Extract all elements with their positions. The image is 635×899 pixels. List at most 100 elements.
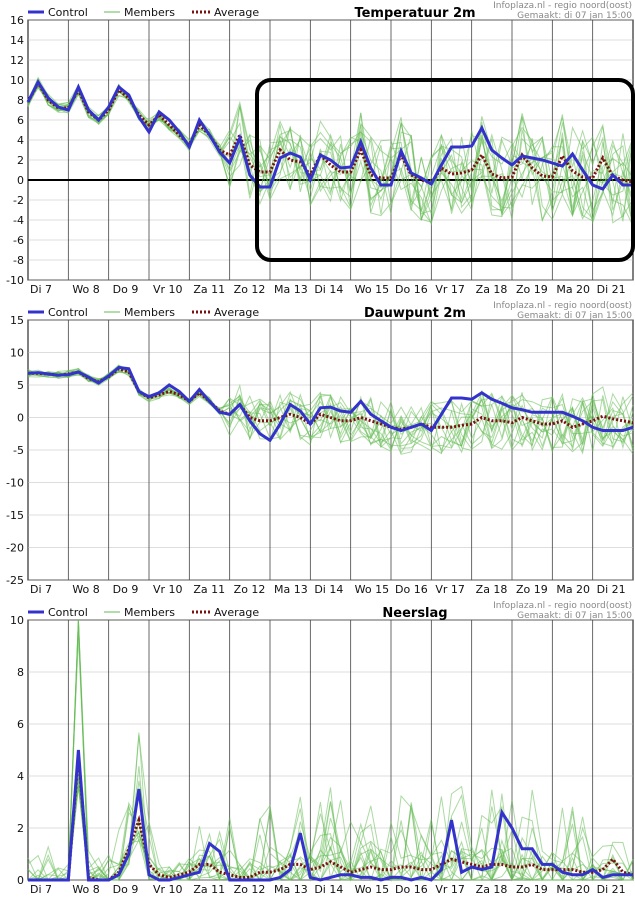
y-tick-label: -6 <box>13 234 24 247</box>
x-tick-label: Do 9 <box>113 583 139 596</box>
y-tick-label: 2 <box>17 822 24 835</box>
x-tick-label: Vr 10 <box>153 583 183 596</box>
y-tick-label: 6 <box>17 718 24 731</box>
x-tick-label: Do 16 <box>395 583 428 596</box>
x-tick-label: Vr 17 <box>435 883 465 896</box>
x-tick-label: Za 11 <box>193 283 225 296</box>
x-tick-label: Zo 12 <box>234 583 266 596</box>
legend-members-label: Members <box>124 606 175 619</box>
y-tick-label: 5 <box>17 379 24 392</box>
x-tick-label: Vr 17 <box>435 583 465 596</box>
y-tick-label: 14 <box>10 34 24 47</box>
y-tick-label: 6 <box>17 114 24 127</box>
x-tick-label: Ma 20 <box>556 883 590 896</box>
y-tick-label: -2 <box>13 194 24 207</box>
y-tick-label: 0 <box>17 174 24 187</box>
y-tick-label: 4 <box>17 134 24 147</box>
credit-source: Infoplaza.nl - regio noord(oost) <box>493 301 632 311</box>
x-tick-label: Di 7 <box>30 283 52 296</box>
y-tick-label: -8 <box>13 254 24 267</box>
x-tick-label: Ma 13 <box>274 583 308 596</box>
y-tick-label: -15 <box>6 509 24 522</box>
x-tick-label: Do 9 <box>113 283 139 296</box>
x-tick-label: Wo 8 <box>72 283 99 296</box>
x-tick-label: Do 16 <box>395 283 428 296</box>
legend-members-label: Members <box>124 6 175 19</box>
y-tick-label: 15 <box>10 314 24 327</box>
credit-timestamp: Gemaakt: di 07 jan 15:00 <box>517 311 632 321</box>
credit-source: Infoplaza.nl - regio noord(oost) <box>493 1 632 11</box>
average-line <box>26 79 634 185</box>
x-tick-label: Di 7 <box>30 583 52 596</box>
y-tick-label: -5 <box>13 444 24 457</box>
x-tick-label: Za 18 <box>476 583 508 596</box>
control-line <box>26 78 633 191</box>
x-tick-label: Di 21 <box>597 883 626 896</box>
control-line <box>28 749 633 882</box>
plot-area <box>27 619 634 881</box>
y-tick-label: -4 <box>13 214 24 227</box>
x-tick-label: Zo 19 <box>516 583 548 596</box>
x-tick-label: Zo 19 <box>516 883 548 896</box>
credit-source: Infoplaza.nl - regio noord(oost) <box>493 601 632 611</box>
y-tick-label: 10 <box>10 614 24 627</box>
member-line <box>28 619 634 882</box>
y-tick-label: 10 <box>10 74 24 87</box>
y-tick-label: 0 <box>17 874 24 887</box>
x-tick-label: Di 14 <box>314 283 343 296</box>
highlight-box <box>255 78 635 262</box>
legend-average-label: Average <box>214 606 259 619</box>
x-tick-label: Vr 10 <box>153 283 183 296</box>
y-tick-label: -10 <box>6 477 24 490</box>
legend-average-label: Average <box>214 6 259 19</box>
y-tick-label: 2 <box>17 154 24 167</box>
y-tick-label: 16 <box>10 14 24 27</box>
member-line <box>27 82 634 227</box>
member-line <box>27 369 634 449</box>
chart-title: Dauwpunt 2m <box>364 306 466 321</box>
legend-control-label: Control <box>48 306 88 319</box>
x-tick-label: Di 21 <box>597 583 626 596</box>
x-tick-label: Do 9 <box>113 883 139 896</box>
x-tick-label: Vr 17 <box>435 283 465 296</box>
x-tick-label: Di 7 <box>30 883 52 896</box>
x-tick-label: Vr 10 <box>153 883 183 896</box>
member-line <box>28 768 633 882</box>
y-tick-label: 8 <box>17 666 24 679</box>
x-tick-label: Ma 13 <box>274 883 308 896</box>
credit-timestamp: Gemaakt: di 07 jan 15:00 <box>517 11 632 21</box>
y-tick-label: 10 <box>10 347 24 360</box>
x-tick-label: Di 21 <box>597 283 626 296</box>
x-tick-label: Zo 19 <box>516 283 548 296</box>
legend-control-label: Control <box>48 6 88 19</box>
y-tick-label: -25 <box>6 574 24 587</box>
x-tick-label: Di 14 <box>314 883 343 896</box>
chart-title: Neerslag <box>382 606 447 621</box>
x-tick-label: Di 14 <box>314 583 343 596</box>
y-tick-label: 4 <box>17 770 24 783</box>
x-tick-label: Za 11 <box>193 883 225 896</box>
x-tick-label: Za 18 <box>476 283 508 296</box>
x-tick-label: Wo 15 <box>355 283 389 296</box>
chart-panel-3: 0 2 4 6 8 10 Di 7 Wo 8 Do 9 Vr 10 Za 11 Zo 12 Ma 13 D… <box>10 601 634 896</box>
x-tick-label: Wo 15 <box>355 583 389 596</box>
chart-panel-1: -10 -8 -6 -4 -2 0 2 4 6 8 10 12 14 16 Di 7 Wo 8 Do 9 Vr 1… <box>6 1 635 296</box>
y-tick-label: -20 <box>6 542 24 555</box>
x-tick-label: Do 16 <box>395 883 428 896</box>
x-tick-label: Ma 20 <box>556 283 590 296</box>
chart-title: Temperatuur 2m <box>354 6 475 21</box>
x-tick-label: Zo 12 <box>234 883 266 896</box>
legend-average-label: Average <box>214 306 259 319</box>
y-tick-label: 12 <box>10 54 24 67</box>
control-line <box>27 365 634 443</box>
x-tick-label: Wo 8 <box>72 883 99 896</box>
credit-timestamp: Gemaakt: di 07 jan 15:00 <box>517 611 632 621</box>
x-tick-label: Za 18 <box>476 883 508 896</box>
legend-control-label: Control <box>48 606 88 619</box>
average-line <box>28 755 634 882</box>
x-tick-label: Wo 15 <box>355 883 389 896</box>
x-tick-label: Ma 20 <box>556 583 590 596</box>
x-tick-label: Za 11 <box>193 583 225 596</box>
x-tick-label: Wo 8 <box>72 583 99 596</box>
